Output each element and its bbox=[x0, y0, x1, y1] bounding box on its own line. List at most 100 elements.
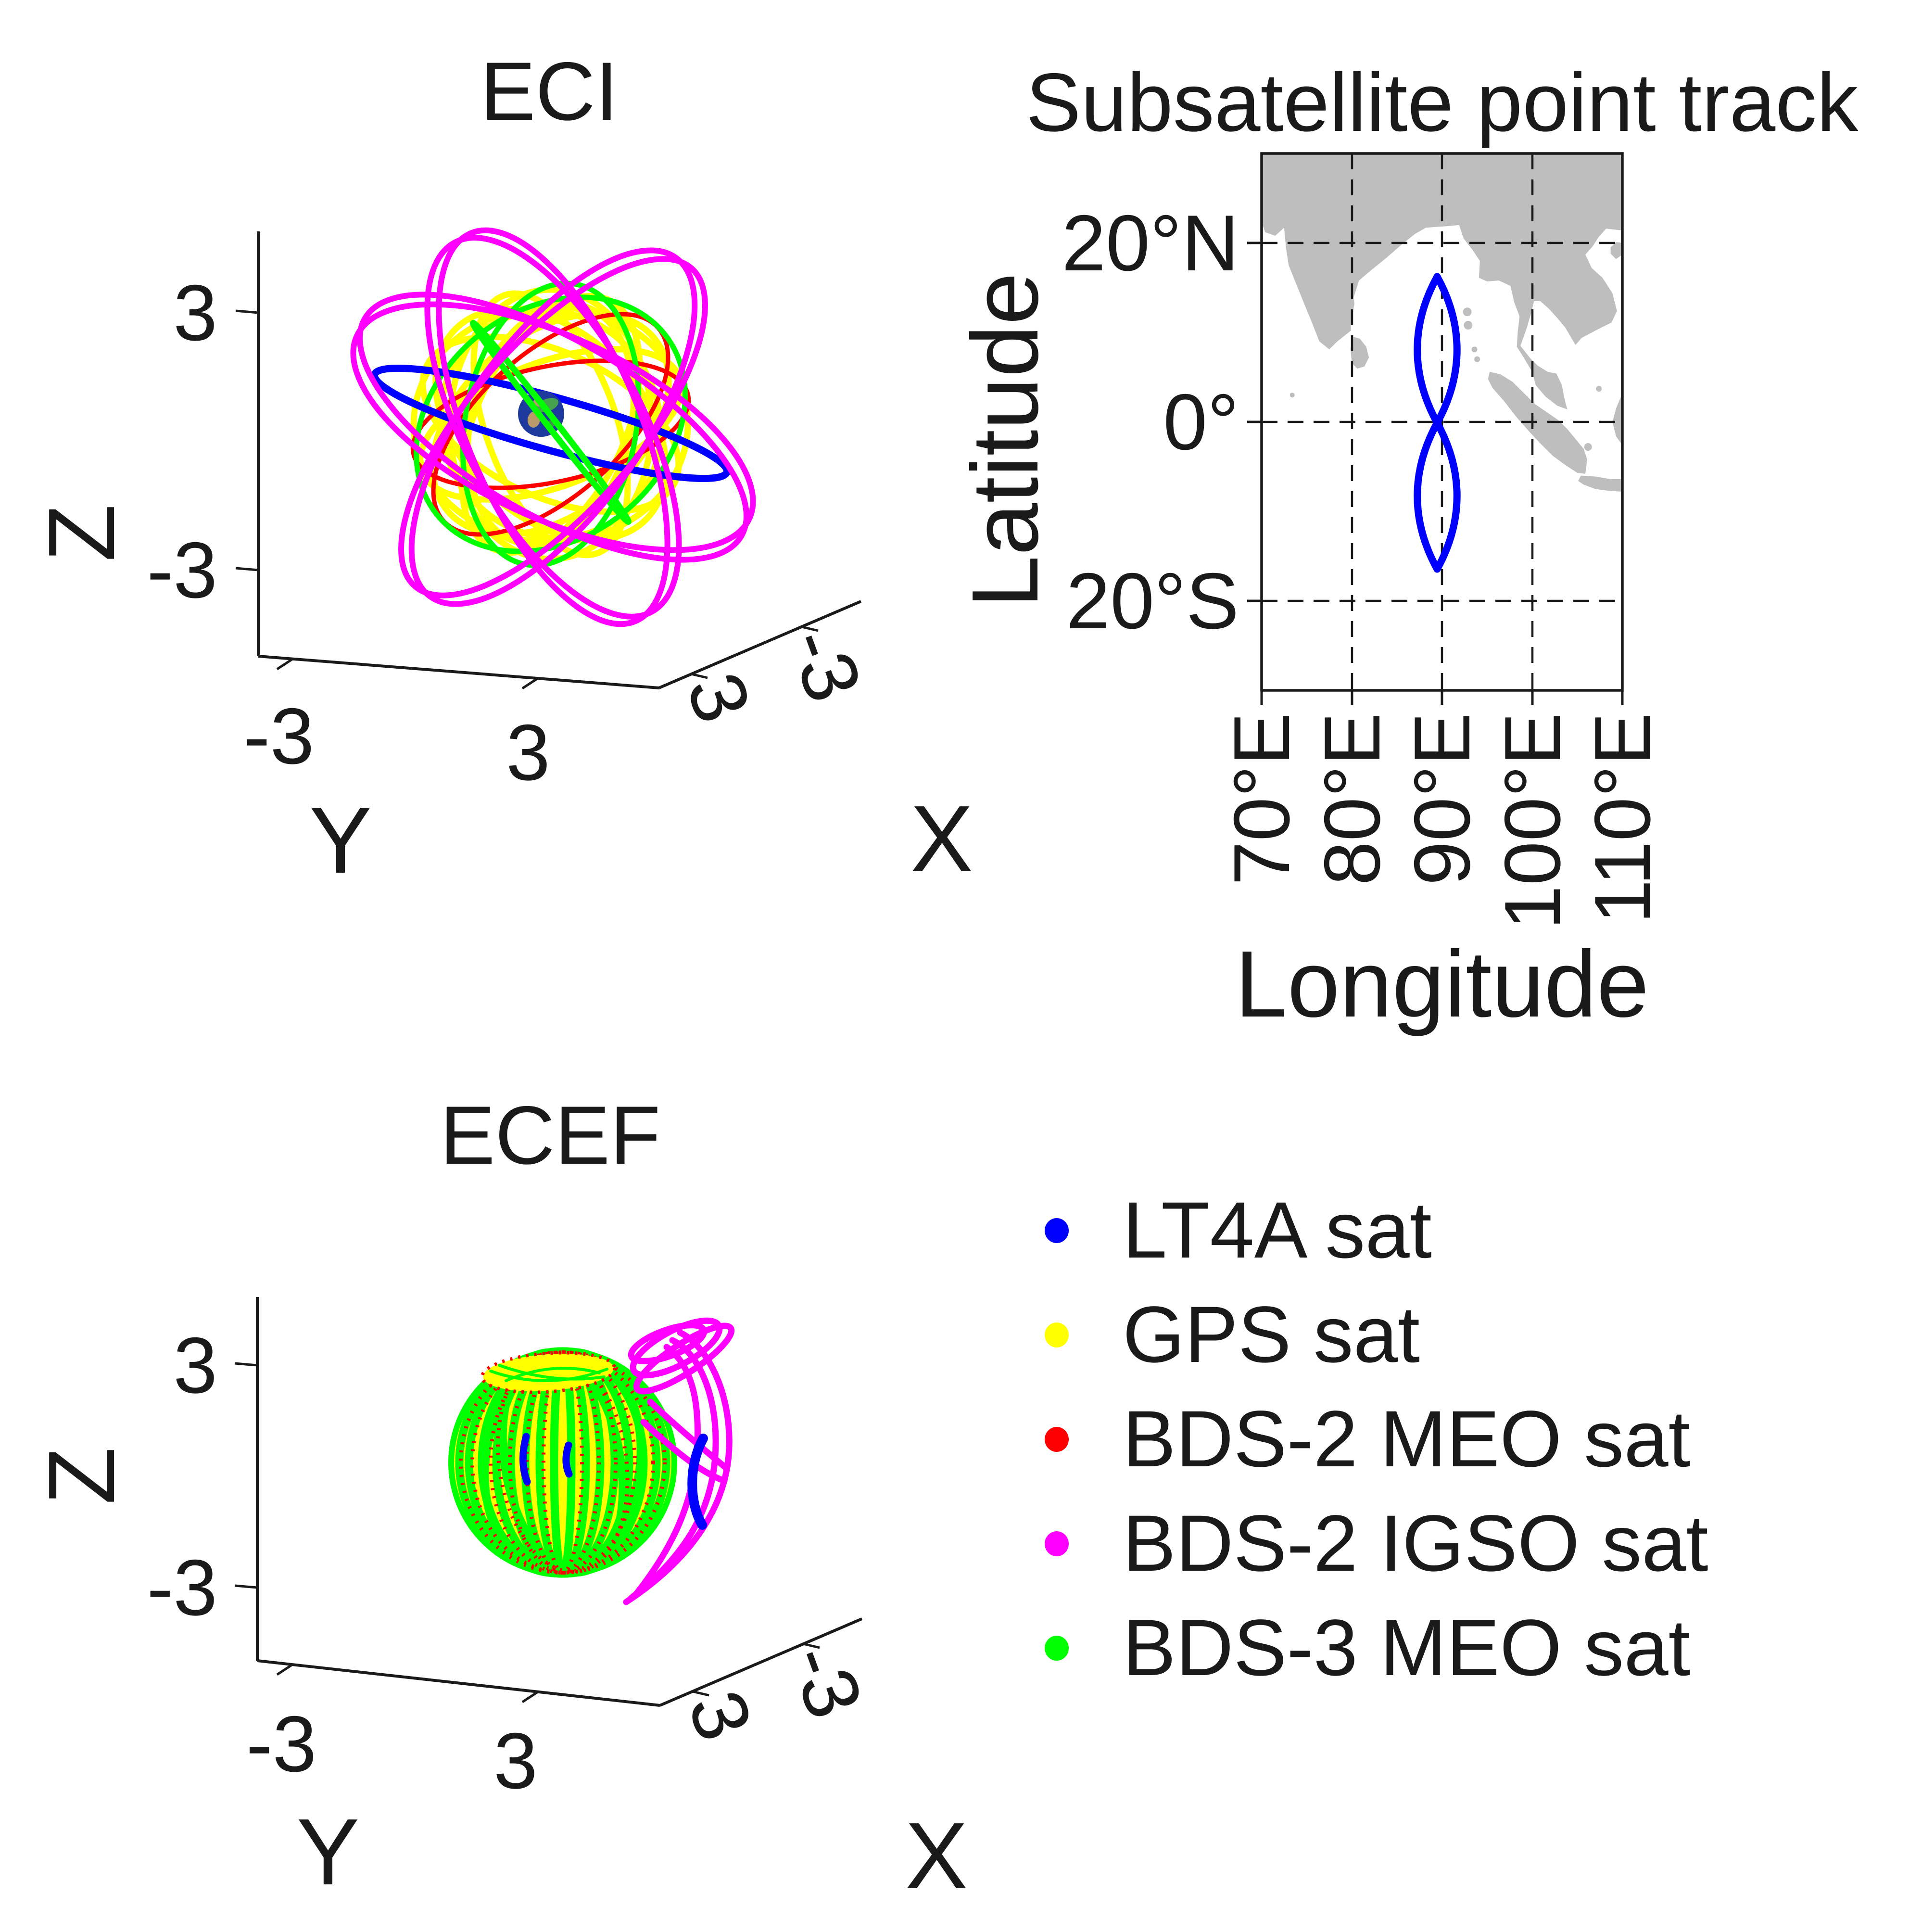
legend-marker-bds2-igso bbox=[1045, 1531, 1069, 1556]
ecef-bds2-dotted bbox=[508, 1350, 618, 1575]
ecef-bds2-dotted bbox=[459, 1350, 667, 1575]
ecef-z-label: Z bbox=[29, 1447, 134, 1505]
eci-y-axis bbox=[258, 655, 659, 689]
legend-marker-gps bbox=[1045, 1322, 1069, 1347]
orbit-bds2-meo bbox=[410, 358, 691, 490]
land-hainan bbox=[1610, 242, 1622, 259]
ecef-igso-loop bbox=[628, 1337, 719, 1602]
ecef-igso-top bbox=[633, 1322, 735, 1395]
eci-x-tick bbox=[691, 673, 708, 679]
map-latitude-label: Latitude bbox=[952, 272, 1058, 608]
eci-z-ticklabel: 3 bbox=[173, 268, 217, 357]
legend-item-gps: GPS sat bbox=[1045, 1287, 1420, 1383]
subsatellite-track bbox=[1414, 273, 1461, 573]
land-borneo bbox=[1612, 393, 1622, 445]
land-sumatra bbox=[1488, 371, 1587, 474]
ecef-y-label: Y bbox=[296, 1799, 360, 1905]
legend-marker-lt4a bbox=[1045, 1218, 1069, 1243]
eci-x-label: X bbox=[910, 786, 973, 891]
ecef-cap-weave bbox=[498, 1364, 606, 1381]
map-lon-ticklabel: 90°E bbox=[1398, 712, 1486, 886]
ecef-title: ECEF bbox=[440, 1089, 661, 1182]
eci-z-tick bbox=[235, 309, 259, 314]
ecef-cap-rim bbox=[480, 1351, 617, 1394]
ecef-y-ticklabel: -3 bbox=[246, 1700, 317, 1788]
ecef-igso-top bbox=[628, 1322, 708, 1364]
land-sri-lanka bbox=[1350, 337, 1369, 369]
orbit-gps bbox=[470, 290, 631, 559]
ecef-cap-weave bbox=[489, 1368, 608, 1382]
orbit-bds2-igso bbox=[357, 292, 749, 563]
ecef-igso-cross bbox=[640, 1419, 728, 1484]
map-longitude-label: Longitude bbox=[1235, 931, 1649, 1037]
ecef-z-ticklabel: 3 bbox=[173, 1321, 217, 1410]
ecef-x-tick bbox=[803, 1642, 820, 1649]
land-island bbox=[1464, 321, 1473, 330]
land-java bbox=[1578, 475, 1622, 492]
ecef-lt4a-inner bbox=[562, 1441, 573, 1478]
map-lat-ticklabel: 20°S bbox=[1066, 557, 1239, 645]
legend-label-bds2-meo: BDS-2 MEO sat bbox=[1123, 1395, 1691, 1484]
eci-x-tick bbox=[801, 625, 819, 632]
map-lon-ticklabel: 110°E bbox=[1578, 712, 1667, 924]
ecef-x-ticklabel: -3 bbox=[772, 1633, 880, 1729]
eci-y-label: Y bbox=[309, 788, 372, 893]
eci-y-ticklabel: 3 bbox=[506, 708, 550, 797]
ecef-cap bbox=[483, 1353, 614, 1392]
ecef-bds2-dotted bbox=[496, 1351, 630, 1574]
land-island bbox=[1474, 356, 1480, 362]
land-island bbox=[1290, 393, 1295, 398]
ecef-lt4a-arc bbox=[687, 1434, 708, 1530]
eci-y-tick bbox=[521, 677, 539, 690]
ecef-cap-weave bbox=[505, 1367, 601, 1382]
ecef-x-ticklabel: 3 bbox=[671, 1679, 770, 1751]
legend-label-gps: GPS sat bbox=[1123, 1290, 1420, 1379]
ecef-bds2-dotted bbox=[525, 1350, 601, 1575]
ecef-x-tick bbox=[692, 1690, 709, 1697]
orbit-bds3-meo-edge bbox=[470, 319, 632, 525]
ecef-y-ticklabel: 3 bbox=[493, 1716, 538, 1805]
legend-label-bds3-meo: BDS-3 MEO sat bbox=[1123, 1603, 1691, 1692]
eci-x-ticklabel: 3 bbox=[670, 661, 768, 733]
land-island bbox=[1463, 307, 1472, 317]
map-lon-ticklabel: 70°E bbox=[1217, 712, 1306, 886]
legend-label-lt4a: LT4A sat bbox=[1123, 1186, 1432, 1275]
eci-x-ticklabel: -3 bbox=[771, 616, 879, 713]
legend-item-bds2-meo: BDS-2 MEO sat bbox=[1045, 1391, 1691, 1487]
legend-marker-bds2-meo bbox=[1045, 1427, 1069, 1452]
eci-title: ECI bbox=[480, 45, 619, 138]
map-lon-ticklabel: 80°E bbox=[1308, 712, 1396, 886]
ecef-x-label: X bbox=[905, 1803, 968, 1908]
eci-z-ticklabel: -3 bbox=[147, 526, 217, 614]
map-lat-ticklabel: 20°N bbox=[1062, 199, 1239, 287]
orbit-gps bbox=[419, 333, 682, 515]
legend-item-bds3-meo: BDS-3 MEO sat bbox=[1045, 1600, 1691, 1696]
map-lon-ticklabel: 100°E bbox=[1488, 712, 1577, 929]
orbit-bds2-igso bbox=[436, 227, 670, 627]
orbit-bds2-igso bbox=[398, 256, 708, 598]
eci-y-ticklabel: -3 bbox=[244, 692, 315, 780]
land-island bbox=[1471, 346, 1478, 353]
ecef-z-ticklabel: -3 bbox=[147, 1543, 217, 1632]
ecef-z-tick bbox=[234, 1362, 258, 1367]
ecef-igso-cross bbox=[647, 1398, 730, 1472]
land-island bbox=[1596, 386, 1602, 392]
ecef-z-tick bbox=[234, 1584, 258, 1589]
ecef-y-tick bbox=[521, 1690, 539, 1703]
eci-y-tick bbox=[276, 658, 293, 671]
legend-item-lt4a: LT4A sat bbox=[1045, 1182, 1432, 1279]
ecef-bds2-dotted bbox=[470, 1350, 655, 1575]
ecef-y-tick bbox=[276, 1663, 293, 1676]
eci-z-label: Z bbox=[29, 504, 134, 562]
ecef-y-axis bbox=[257, 1659, 660, 1707]
legend-marker-bds3-meo bbox=[1045, 1636, 1069, 1661]
land-island bbox=[1584, 443, 1592, 451]
map-lat-ticklabel: 0° bbox=[1163, 378, 1239, 466]
map-title: Subsatellite point track bbox=[1025, 56, 1858, 149]
legend-item-bds2-igso: BDS-2 IGSO sat bbox=[1045, 1496, 1708, 1592]
eci-z-tick bbox=[235, 567, 259, 572]
legend-label-bds2-igso: BDS-2 IGSO sat bbox=[1123, 1499, 1708, 1588]
ecef-lt4a-inner bbox=[519, 1433, 531, 1486]
